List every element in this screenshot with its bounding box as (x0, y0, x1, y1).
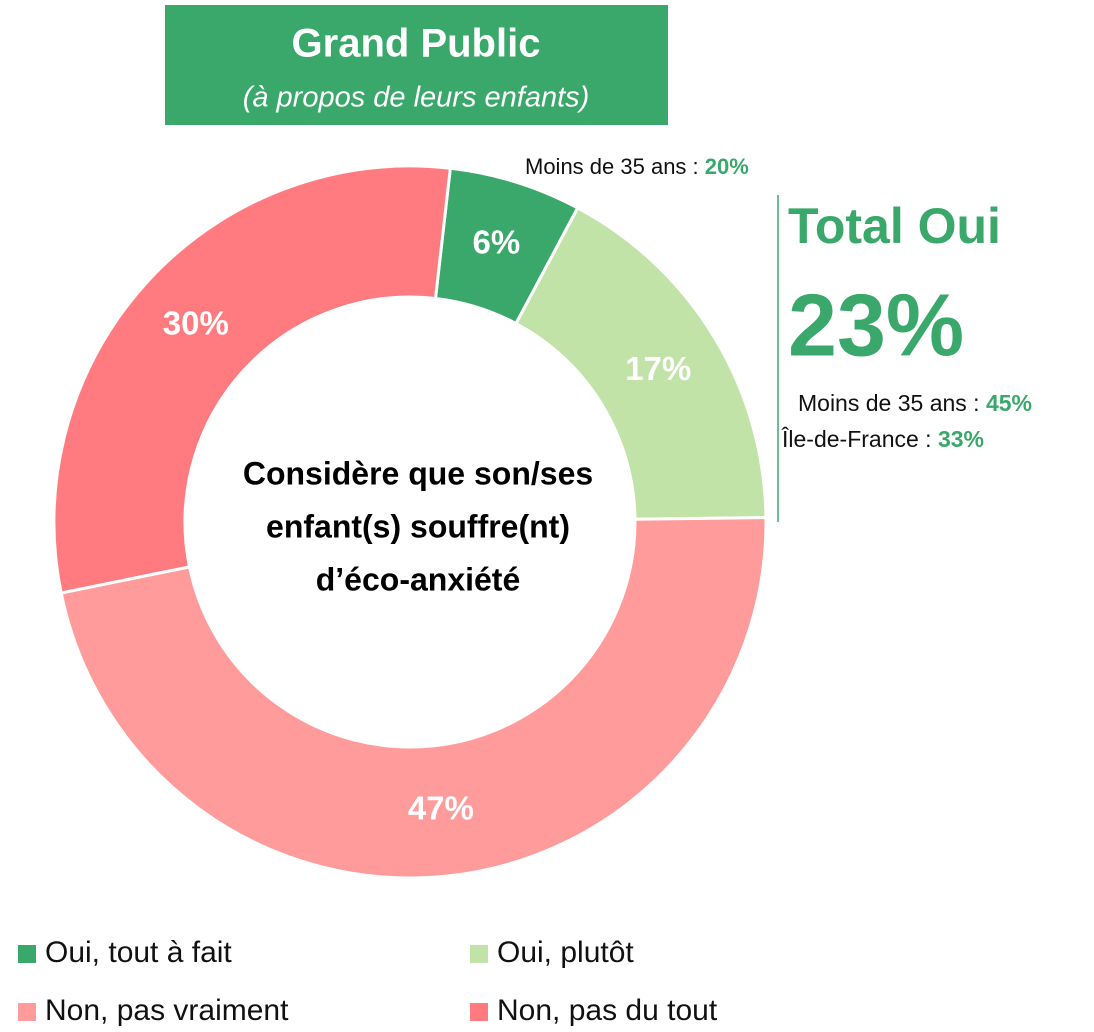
detail-label: Île-de-France : (781, 426, 938, 452)
chart-subtitle: (à propos de leurs enfants) (243, 82, 590, 114)
legend-label: Oui, tout à fait (45, 936, 232, 969)
annotation-label: Moins de 35 ans : (525, 154, 705, 179)
data-label: 17% (625, 350, 691, 387)
detail-value: 33% (938, 426, 984, 452)
title-box (165, 5, 668, 125)
center-label: enfant(s) souffre(nt) (266, 508, 570, 544)
total-detail: Moins de 35 ans : 45% (798, 390, 1032, 416)
legend-swatch (470, 945, 488, 963)
detail-label: Moins de 35 ans : (798, 390, 986, 416)
donut-segment (59, 516, 768, 880)
donut-segment (52, 164, 452, 595)
legend-label: Oui, plutôt (497, 936, 634, 969)
data-label: 6% (473, 223, 521, 260)
total-detail: Île-de-France : 33% (781, 426, 984, 452)
legend-label: Non, pas vraiment (45, 994, 289, 1027)
legend-label: Non, pas du tout (497, 994, 718, 1027)
annotation-value: 20% (705, 154, 749, 179)
total-value: 23% (788, 275, 964, 374)
detail-value: 45% (986, 390, 1032, 416)
legend-swatch (18, 1003, 36, 1021)
legend-swatch (470, 1003, 488, 1021)
center-label: Considère que son/ses (243, 455, 593, 491)
data-label: 47% (408, 790, 474, 827)
donut-segment (513, 205, 768, 521)
legend-swatch (18, 945, 36, 963)
center-label: d’éco-anxiété (316, 561, 521, 597)
total-title: Total Oui (788, 198, 1001, 254)
chart-title: Grand Public (292, 22, 541, 66)
top-annotation: Moins de 35 ans : 20% (525, 154, 749, 179)
data-label: 30% (163, 304, 229, 341)
